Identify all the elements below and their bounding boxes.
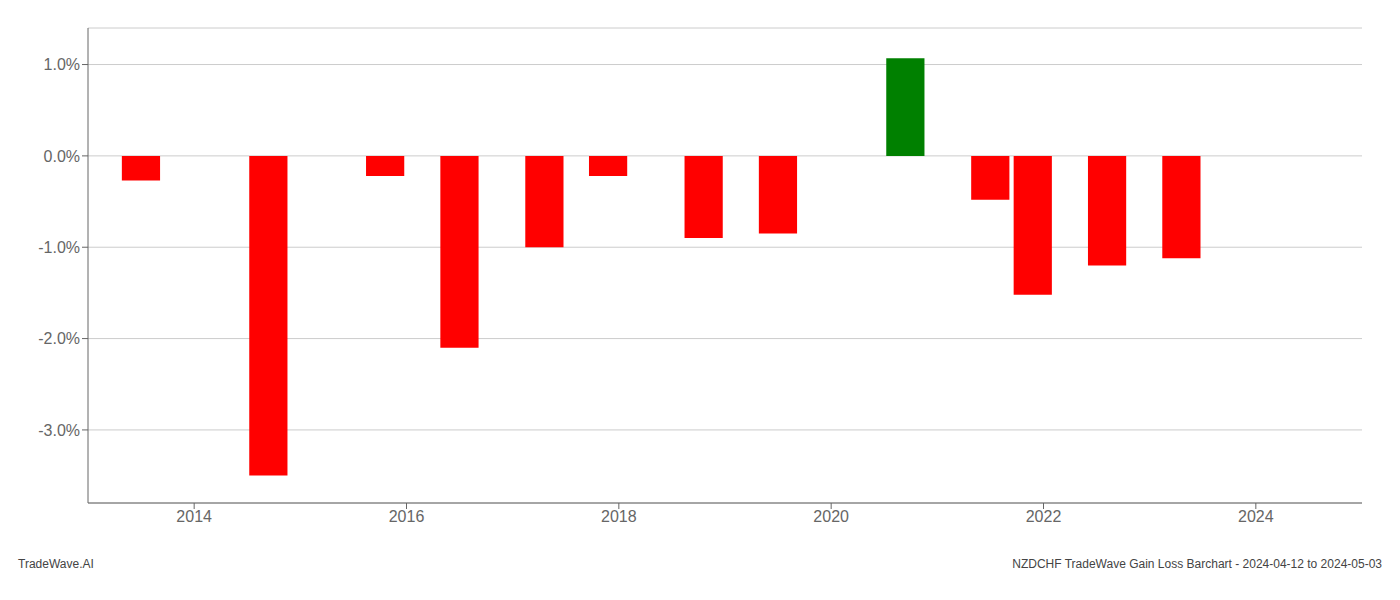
svg-text:-1.0%: -1.0%	[38, 239, 80, 256]
html-text:TradeWave.AI: TradeWave.AI	[18, 557, 94, 571]
svg-text:2018: 2018	[601, 508, 637, 525]
svg-text:1.0%: 1.0%	[44, 56, 80, 73]
svg-text:2014: 2014	[176, 508, 212, 525]
svg-text:-2.0%: -2.0%	[38, 330, 80, 347]
svg-text:2016: 2016	[389, 508, 425, 525]
svg-text:0.0%: 0.0%	[44, 148, 80, 165]
svg-text:2020: 2020	[813, 508, 849, 525]
svg-text:2022: 2022	[1026, 508, 1062, 525]
svg-text:2024: 2024	[1238, 508, 1274, 525]
svg-text:-3.0%: -3.0%	[38, 422, 80, 439]
html-text:NZDCHF TradeWave Gain Loss Bar: NZDCHF TradeWave Gain Loss Barchart - 20…	[1012, 557, 1382, 571]
